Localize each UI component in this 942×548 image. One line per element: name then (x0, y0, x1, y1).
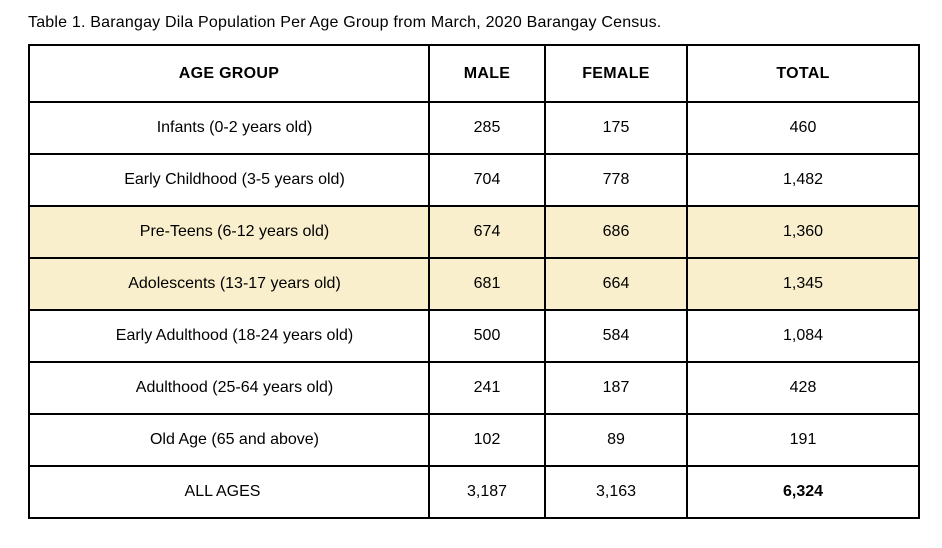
male-cell: 681 (428, 257, 546, 311)
column-header-male: MALE (428, 44, 546, 103)
male-cell: 500 (428, 309, 546, 363)
table-row-adolescents: Adolescents (13-17 years old) 681 664 1,… (28, 257, 920, 311)
table-caption: Table 1. Barangay Dila Population Per Ag… (28, 14, 662, 31)
column-header-age-group: AGE GROUP (28, 44, 430, 103)
population-table: AGE GROUP MALE FEMALE TOTAL Infants (0-2… (28, 44, 920, 519)
table-row-early-adulthood: Early Adulthood (18-24 years old) 500 58… (28, 309, 920, 363)
female-total-cell: 3,163 (544, 465, 688, 519)
male-cell: 704 (428, 153, 546, 207)
male-cell: 674 (428, 205, 546, 259)
female-cell: 89 (544, 413, 688, 467)
age-group-cell: Infants (0-2 years old) (28, 101, 430, 155)
female-cell: 778 (544, 153, 688, 207)
age-group-cell: Adulthood (25-64 years old) (28, 361, 430, 415)
male-cell: 285 (428, 101, 546, 155)
table-row-pre-teens: Pre-Teens (6-12 years old) 674 686 1,360 (28, 205, 920, 259)
male-cell: 102 (428, 413, 546, 467)
female-cell: 187 (544, 361, 688, 415)
age-group-cell: Early Childhood (3-5 years old) (28, 153, 430, 207)
age-group-cell: Early Adulthood (18-24 years old) (28, 309, 430, 363)
female-cell: 664 (544, 257, 688, 311)
header-row: AGE GROUP MALE FEMALE TOTAL (28, 44, 920, 103)
total-cell: 1,084 (686, 309, 920, 363)
total-cell: 1,360 (686, 205, 920, 259)
male-cell: 241 (428, 361, 546, 415)
age-group-cell: Old Age (65 and above) (28, 413, 430, 467)
total-cell: 1,345 (686, 257, 920, 311)
total-cell: 191 (686, 413, 920, 467)
age-group-cell: Pre-Teens (6-12 years old) (28, 205, 430, 259)
column-header-female: FEMALE (544, 44, 688, 103)
table-row-all-ages: ALL AGES 3,187 3,163 6,324 (28, 465, 920, 519)
table-row-adulthood: Adulthood (25-64 years old) 241 187 428 (28, 361, 920, 415)
table-row-early-childhood: Early Childhood (3-5 years old) 704 778 … (28, 153, 920, 207)
female-cell: 686 (544, 205, 688, 259)
table-row-infants: Infants (0-2 years old) 285 175 460 (28, 101, 920, 155)
total-cell: 460 (686, 101, 920, 155)
age-group-cell: Adolescents (13-17 years old) (28, 257, 430, 311)
column-header-total: TOTAL (686, 44, 920, 103)
total-cell: 1,482 (686, 153, 920, 207)
male-total-cell: 3,187 (428, 465, 546, 519)
all-ages-label-cell: ALL AGES (28, 465, 430, 519)
female-cell: 175 (544, 101, 688, 155)
female-cell: 584 (544, 309, 688, 363)
table-row-old-age: Old Age (65 and above) 102 89 191 (28, 413, 920, 467)
total-cell: 428 (686, 361, 920, 415)
grand-total-cell: 6,324 (686, 465, 920, 519)
